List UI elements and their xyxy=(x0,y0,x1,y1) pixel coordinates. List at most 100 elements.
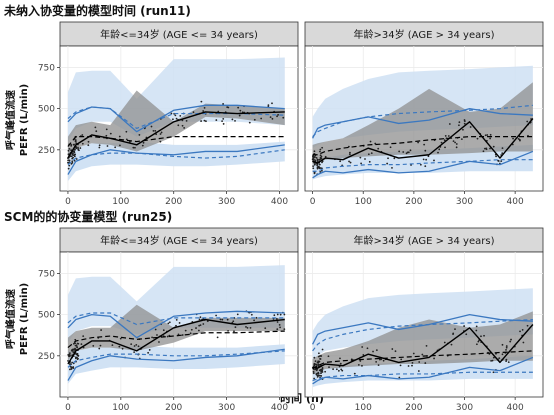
sim-median-line xyxy=(67,136,285,147)
sim-p05-line xyxy=(67,350,285,368)
observation-point xyxy=(198,318,201,321)
observation-point xyxy=(80,343,83,345)
observation-point xyxy=(501,343,504,346)
observation-point xyxy=(500,160,503,162)
observation-point xyxy=(362,354,365,356)
observation-point xyxy=(276,328,279,331)
x-tick-label: 300 xyxy=(218,197,235,207)
observation-point xyxy=(440,141,443,144)
x-tick-label: 300 xyxy=(456,197,473,207)
observation-point xyxy=(152,129,155,132)
observation-point xyxy=(389,146,392,149)
observation-point xyxy=(313,150,316,153)
obs-p05-line xyxy=(312,150,534,179)
observation-point xyxy=(222,117,225,120)
facet-strip-label: 年龄>34岁 (AGE > 34 years) xyxy=(354,234,495,247)
x-tick-label: 0 xyxy=(65,197,71,207)
observation-point xyxy=(507,361,510,364)
observation-point xyxy=(377,364,380,367)
observation-point xyxy=(283,313,286,316)
observation-point xyxy=(175,117,178,120)
observation-point xyxy=(375,349,378,352)
observation-point xyxy=(483,334,485,337)
observation-point xyxy=(424,149,427,152)
obs-p05-line xyxy=(67,348,285,381)
observation-point xyxy=(92,344,95,347)
observation-point xyxy=(372,350,374,353)
observation-point xyxy=(253,319,255,322)
observation-point xyxy=(156,334,158,336)
observation-point xyxy=(94,126,97,129)
observation-point xyxy=(313,377,315,380)
observation-point xyxy=(177,333,180,336)
facet-strip-label: 年龄<=34岁 (AGE <= 34 years) xyxy=(100,28,258,41)
observation-point xyxy=(105,128,108,131)
observation-point xyxy=(105,134,108,137)
observation-point xyxy=(202,323,205,325)
observation-point xyxy=(181,124,184,127)
observation-point xyxy=(411,364,413,367)
observation-point xyxy=(236,313,239,316)
observation-point xyxy=(216,336,219,339)
observation-point xyxy=(517,137,520,140)
observation-point xyxy=(206,320,209,323)
observation-point xyxy=(444,146,446,149)
observation-point xyxy=(339,357,341,360)
observation-point xyxy=(70,366,73,369)
observation-point xyxy=(320,372,322,375)
observation-point xyxy=(248,121,251,124)
observation-point xyxy=(76,342,79,345)
observation-point xyxy=(271,102,273,105)
observation-point xyxy=(178,322,181,324)
x-tick-label: 200 xyxy=(165,403,182,411)
observation-point xyxy=(407,151,410,154)
observation-point xyxy=(226,318,229,321)
observation-point xyxy=(454,141,456,144)
observation-point xyxy=(448,123,451,125)
observation-point xyxy=(521,328,524,331)
observation-point xyxy=(375,360,378,363)
observation-point xyxy=(497,160,500,162)
x-tick-label: 200 xyxy=(405,197,422,207)
observation-point xyxy=(509,340,512,343)
observation-point xyxy=(154,328,157,331)
observation-point xyxy=(74,139,77,142)
observation-point xyxy=(382,359,385,362)
observation-point xyxy=(425,344,428,347)
observation-point xyxy=(74,338,77,341)
observation-point xyxy=(312,372,315,375)
observation-point xyxy=(67,149,70,152)
x-tick-label: 400 xyxy=(271,403,288,411)
observation-point xyxy=(482,150,485,153)
observation-point xyxy=(73,348,76,351)
observation-point xyxy=(184,329,187,332)
facet-strip-label: 年龄>34岁 (AGE > 34 years) xyxy=(354,28,495,41)
observation-point xyxy=(526,120,529,123)
x-tick-label: 100 xyxy=(112,403,129,411)
observation-point xyxy=(192,111,195,114)
obs-p05-line xyxy=(312,356,534,385)
observation-point xyxy=(313,163,316,166)
observation-point xyxy=(526,324,529,327)
observation-point xyxy=(316,375,319,378)
observation-point xyxy=(483,147,486,150)
observation-point xyxy=(279,326,281,329)
observation-point xyxy=(71,361,74,364)
y-tick-label: 500 xyxy=(38,105,55,115)
sim-p95-line xyxy=(312,318,533,352)
panel-3: 年龄<=34岁 (AGE <= 34 years) 0 100 200 300 400 25… xyxy=(38,227,299,413)
y-axis-label-top: 呼气峰值流速 PEFR (L/min) xyxy=(4,84,30,156)
observation-point xyxy=(339,160,342,163)
observation-point xyxy=(519,139,521,142)
observation-point xyxy=(98,347,101,350)
observation-point xyxy=(443,139,446,142)
section-title-run25: SCM的的协变量模型 (run25) xyxy=(4,209,172,224)
observation-point xyxy=(245,326,247,328)
observation-point xyxy=(98,144,101,147)
observation-point xyxy=(77,148,80,151)
observation-point xyxy=(246,327,249,329)
observation-point xyxy=(114,146,117,149)
observation-point xyxy=(77,357,79,360)
y-axis-label-bottom: 呼气峰值流速 PEFR (L/min) xyxy=(4,283,30,355)
observation-point xyxy=(393,157,396,160)
